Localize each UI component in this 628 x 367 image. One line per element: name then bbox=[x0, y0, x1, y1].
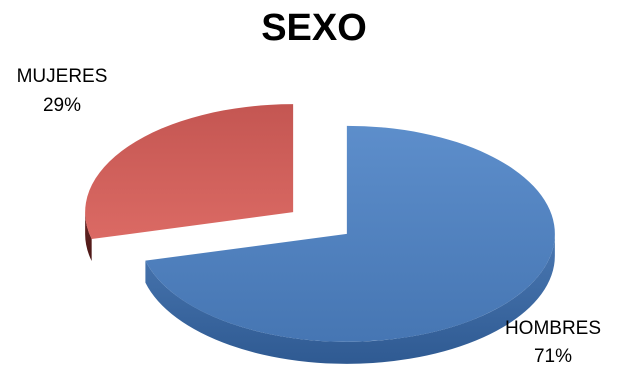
slice-label-mujeres-value: 29% bbox=[43, 95, 81, 116]
chart-title: SEXO bbox=[261, 7, 367, 49]
slice-label-mujeres-name: MUJERES bbox=[17, 66, 108, 87]
pie-slice-mujeres bbox=[85, 104, 294, 262]
slice-label-hombres-name: HOMBRES bbox=[505, 318, 601, 339]
pie-slices bbox=[85, 104, 555, 364]
pie-slice-hombres bbox=[145, 125, 555, 364]
slice-label-hombres-value: 71% bbox=[534, 346, 572, 367]
